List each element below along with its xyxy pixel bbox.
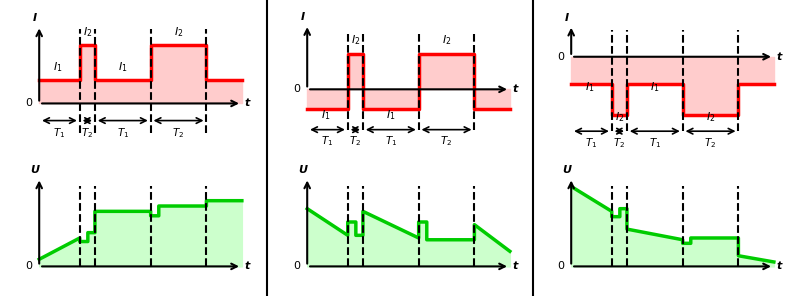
Text: $T_1$: $T_1$	[649, 136, 661, 150]
Text: 0: 0	[25, 99, 32, 108]
Text: 0: 0	[293, 84, 300, 94]
Text: $I_2$: $I_2$	[174, 25, 183, 39]
Text: U: U	[30, 165, 40, 175]
Text: $T_1$: $T_1$	[385, 134, 397, 148]
Text: $T_1$: $T_1$	[322, 134, 334, 148]
Text: $T_1$: $T_1$	[54, 126, 66, 140]
Text: $I_1$: $I_1$	[585, 80, 594, 94]
Text: t: t	[777, 261, 782, 271]
Text: $I_2$: $I_2$	[614, 110, 624, 124]
Text: 0: 0	[557, 261, 564, 271]
Text: 0: 0	[293, 261, 300, 271]
Text: U: U	[562, 165, 572, 175]
Text: t: t	[245, 261, 250, 271]
Text: t: t	[513, 84, 518, 94]
Text: $I_2$: $I_2$	[82, 25, 92, 39]
Text: t: t	[245, 99, 250, 108]
Text: I: I	[301, 12, 306, 22]
Text: $T_2$: $T_2$	[82, 126, 94, 140]
Text: t: t	[777, 52, 782, 62]
Text: $I_1$: $I_1$	[53, 60, 62, 74]
Text: $T_2$: $T_2$	[173, 126, 185, 140]
Text: $T_1$: $T_1$	[117, 126, 129, 140]
Text: $T_2$: $T_2$	[705, 136, 717, 150]
Text: $T_2$: $T_2$	[350, 134, 362, 148]
Text: $T_2$: $T_2$	[441, 134, 453, 148]
Text: t: t	[513, 261, 518, 271]
Text: I: I	[33, 13, 38, 23]
Text: 0: 0	[557, 52, 564, 62]
Text: $I_2$: $I_2$	[350, 33, 360, 47]
Text: $I_1$: $I_1$	[321, 108, 330, 122]
Text: $I_2$: $I_2$	[442, 33, 451, 47]
Text: $I_2$: $I_2$	[706, 110, 715, 124]
Text: $I_1$: $I_1$	[118, 60, 127, 74]
Text: $I_1$: $I_1$	[386, 108, 395, 122]
Text: $T_1$: $T_1$	[586, 136, 598, 150]
Text: 0: 0	[25, 261, 32, 271]
Text: U: U	[298, 165, 308, 175]
Text: I: I	[565, 13, 570, 23]
Text: $T_2$: $T_2$	[614, 136, 626, 150]
Text: $I_1$: $I_1$	[650, 80, 659, 94]
